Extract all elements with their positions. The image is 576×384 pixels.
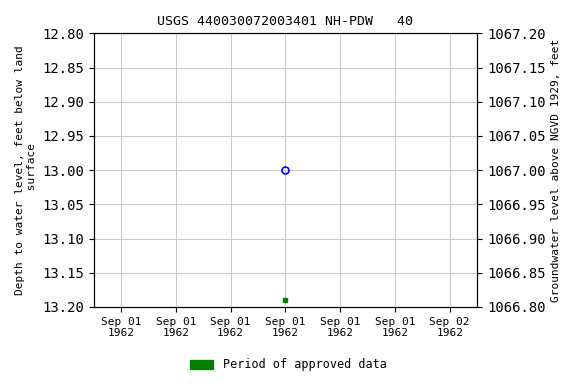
Y-axis label: Groundwater level above NGVD 1929, feet: Groundwater level above NGVD 1929, feet <box>551 38 561 302</box>
Title: USGS 440030072003401 NH-PDW   40: USGS 440030072003401 NH-PDW 40 <box>157 15 414 28</box>
Legend: Period of approved data: Period of approved data <box>185 354 391 376</box>
Y-axis label: Depth to water level, feet below land
 surface: Depth to water level, feet below land su… <box>15 45 37 295</box>
